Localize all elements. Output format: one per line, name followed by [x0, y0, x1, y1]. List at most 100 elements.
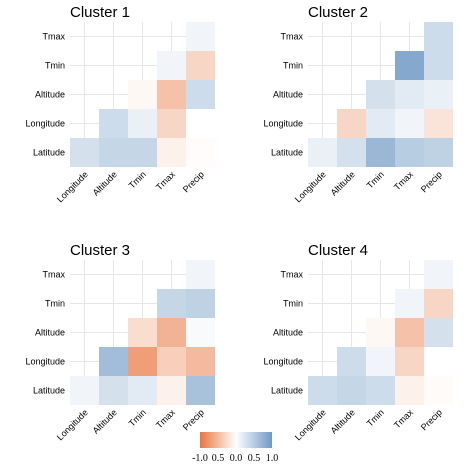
heatmap-cell: [99, 347, 128, 376]
heatmap-cell: [186, 376, 215, 405]
heatmap-cell: [395, 80, 424, 109]
heatmap-cell: [186, 109, 215, 138]
x-tick-label: Tmax: [154, 407, 177, 430]
heatmap-cell: [128, 376, 157, 405]
heatmap-cell: [157, 347, 186, 376]
heatmap-cell: [366, 109, 395, 138]
x-tick-label: Precip: [419, 407, 444, 432]
panel-cluster-1: Cluster 1 TmaxTminAltitudeLongitudeLatit…: [25, 4, 215, 204]
heatmap-cell: [128, 138, 157, 167]
x-tick-label: Tmin: [127, 407, 148, 428]
heatmap-cell: [424, 318, 453, 347]
heatmap-cell: [157, 318, 186, 347]
y-tick-label: Latitude: [271, 386, 303, 396]
heatmap-cell: [186, 22, 215, 51]
heatmap-cell: [424, 80, 453, 109]
legend-tick-label: -1.0: [192, 453, 208, 464]
x-tick-label: Altitude: [91, 407, 119, 435]
heatmap-cell: [424, 51, 453, 80]
heatmap-cell: [128, 80, 157, 109]
y-tick-label: Longitude: [25, 357, 65, 367]
y-tick-label: Altitude: [35, 90, 65, 100]
heatmap-cell: [186, 318, 215, 347]
y-tick-label: Tmin: [283, 61, 303, 71]
y-tick-label: Tmax: [281, 32, 304, 42]
heatmap-cell: [186, 347, 215, 376]
heatmap-cell: [157, 109, 186, 138]
heatmap-cell: [337, 347, 366, 376]
heatmap-cell: [186, 260, 215, 289]
y-tick-label: Tmax: [281, 270, 304, 280]
legend-tick-label: 0.5: [248, 453, 261, 464]
heatmap-cell: [395, 347, 424, 376]
heatmap-cell: [395, 376, 424, 405]
heatmap-cell: [157, 289, 186, 318]
x-tick-label: Altitude: [329, 169, 357, 197]
heatmap-cell: [395, 318, 424, 347]
x-tick-label: Tmin: [365, 407, 386, 428]
y-tick-label: Latitude: [33, 148, 65, 158]
x-tick-label: Longitude: [293, 169, 328, 204]
heatmap-cell: [157, 51, 186, 80]
heatmap-cell: [424, 289, 453, 318]
x-tick-label: Precip: [181, 169, 206, 194]
heatmap-cell: [424, 109, 453, 138]
legend-tick-label: 0.5: [212, 453, 225, 464]
panel-title: Cluster 3: [70, 242, 130, 259]
heatmap-cell: [424, 347, 453, 376]
x-tick-label: Longitude: [55, 407, 90, 442]
x-tick-label: Precip: [181, 407, 206, 432]
heatmap-cell: [395, 289, 424, 318]
heatmap-cell: [366, 318, 395, 347]
color-legend: -1.0 0.5 0.0 0.5 1.0: [192, 432, 278, 464]
x-tick-label: Tmax: [392, 407, 415, 430]
heatmap-cell: [366, 80, 395, 109]
y-tick-label: Altitude: [273, 328, 303, 338]
panel-title: Cluster 4: [308, 242, 368, 259]
x-tick-label: Longitude: [55, 169, 90, 204]
heatmap-cell: [186, 51, 215, 80]
y-tick-label: Tmin: [283, 299, 303, 309]
heatmap-cell: [366, 347, 395, 376]
heatmap-cell: [395, 138, 424, 167]
x-tick-label: Precip: [419, 169, 444, 194]
heatmap-cell: [99, 138, 128, 167]
heatmap-cell: [308, 376, 337, 405]
legend-ticks: -1.0 0.5 0.0 0.5 1.0: [192, 453, 278, 464]
y-tick-label: Tmin: [45, 299, 65, 309]
y-tick-label: Latitude: [33, 386, 65, 396]
panel-cluster-2: Cluster 2 TmaxTminAltitudeLongitudeLatit…: [263, 4, 453, 204]
heatmap-cell: [70, 376, 99, 405]
heatmap-cell: [395, 109, 424, 138]
heatmap-cell: [424, 376, 453, 405]
y-tick-label: Longitude: [263, 119, 303, 129]
legend-tick-label: 1.0: [266, 453, 279, 464]
heatmap-cell: [70, 138, 99, 167]
heatmap-cell: [337, 109, 366, 138]
heatmap-cell: [366, 138, 395, 167]
heatmap-cell: [128, 318, 157, 347]
heatmap-cell: [186, 289, 215, 318]
heatmap-cell: [128, 347, 157, 376]
heatmap-cell: [157, 376, 186, 405]
legend-tick-label: 0.0: [230, 453, 243, 464]
heatmap-cell: [128, 109, 157, 138]
legend-color-bar: [200, 432, 272, 448]
y-tick-label: Tmax: [43, 270, 66, 280]
heatmap-cell: [337, 376, 366, 405]
heatmap-cell: [366, 376, 395, 405]
heatmap-cell: [157, 80, 186, 109]
x-tick-label: Tmin: [365, 169, 386, 190]
y-tick-label: Latitude: [271, 148, 303, 158]
panel-title: Cluster 1: [70, 4, 130, 21]
x-tick-label: Tmin: [127, 169, 148, 190]
heatmap-cell: [99, 109, 128, 138]
panel-cluster-3: Cluster 3 TmaxTminAltitudeLongitudeLatit…: [25, 242, 215, 442]
heatmap-cell: [395, 51, 424, 80]
heatmap-cell: [186, 80, 215, 109]
heatmap-cell: [157, 138, 186, 167]
x-tick-label: Altitude: [329, 407, 357, 435]
x-tick-label: Altitude: [91, 169, 119, 197]
heatmap-cell: [424, 138, 453, 167]
